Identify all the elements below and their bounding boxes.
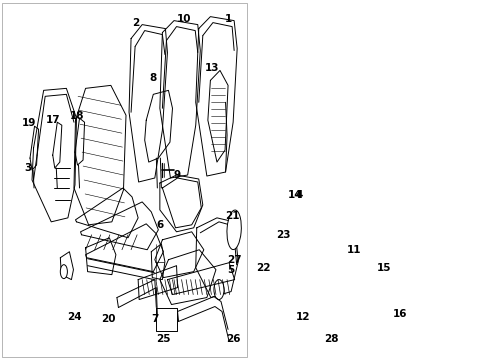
Polygon shape [262, 228, 275, 256]
Bar [264, 212, 267, 220]
Text: 10: 10 [177, 14, 191, 24]
Polygon shape [160, 250, 216, 305]
Text: 6: 6 [156, 220, 163, 230]
Polygon shape [53, 122, 61, 168]
Bar [268, 202, 272, 210]
Polygon shape [156, 307, 176, 332]
Polygon shape [85, 238, 116, 275]
Bar [273, 192, 278, 200]
Polygon shape [277, 267, 293, 293]
Text: 3: 3 [24, 163, 31, 173]
Text: 15: 15 [376, 263, 390, 273]
Ellipse shape [226, 210, 241, 249]
Polygon shape [155, 232, 203, 278]
Text: 7: 7 [151, 314, 158, 324]
Text: 4: 4 [295, 190, 302, 200]
Polygon shape [81, 202, 158, 250]
Text: 2: 2 [132, 18, 140, 28]
Text: 14: 14 [287, 190, 302, 200]
Polygon shape [85, 224, 163, 272]
Text: 16: 16 [392, 310, 407, 319]
Text: 19: 19 [22, 118, 37, 128]
Bar [264, 192, 267, 200]
Polygon shape [129, 24, 167, 182]
Bar [268, 192, 272, 200]
Circle shape [282, 274, 288, 285]
Text: 24: 24 [66, 312, 81, 323]
Text: 18: 18 [70, 111, 84, 121]
Text: 27: 27 [226, 255, 241, 265]
Polygon shape [151, 244, 164, 280]
Text: 8: 8 [149, 73, 157, 84]
Bar [279, 192, 283, 200]
Circle shape [213, 280, 224, 300]
Text: 17: 17 [46, 115, 61, 125]
Text: 9: 9 [174, 170, 181, 180]
Polygon shape [75, 118, 84, 165]
Polygon shape [207, 71, 227, 162]
Text: 11: 11 [346, 245, 361, 255]
Bar [279, 212, 283, 220]
Polygon shape [322, 264, 337, 289]
Text: 26: 26 [225, 334, 240, 345]
Polygon shape [167, 263, 234, 294]
Text: 5: 5 [227, 265, 234, 275]
Polygon shape [195, 218, 238, 298]
Bar [268, 212, 272, 220]
Text: 23: 23 [276, 230, 290, 240]
Ellipse shape [253, 245, 263, 271]
Text: 20: 20 [101, 314, 115, 324]
Polygon shape [32, 88, 76, 222]
Polygon shape [74, 85, 126, 225]
Text: 1: 1 [224, 14, 231, 24]
Bar [273, 212, 278, 220]
Polygon shape [144, 90, 172, 162]
Polygon shape [75, 188, 138, 238]
Polygon shape [30, 126, 39, 170]
Polygon shape [160, 175, 203, 232]
Polygon shape [160, 21, 200, 178]
Text: 22: 22 [256, 263, 270, 273]
Polygon shape [60, 252, 73, 280]
Bar [273, 202, 278, 210]
Text: 13: 13 [204, 63, 219, 73]
Text: 21: 21 [224, 211, 239, 221]
Polygon shape [138, 266, 177, 300]
Bar [264, 202, 267, 210]
Text: 25: 25 [156, 334, 170, 345]
Text: 28: 28 [323, 334, 338, 345]
Bar [279, 202, 283, 210]
Polygon shape [195, 17, 237, 176]
Circle shape [60, 265, 67, 279]
Text: 12: 12 [295, 312, 309, 323]
